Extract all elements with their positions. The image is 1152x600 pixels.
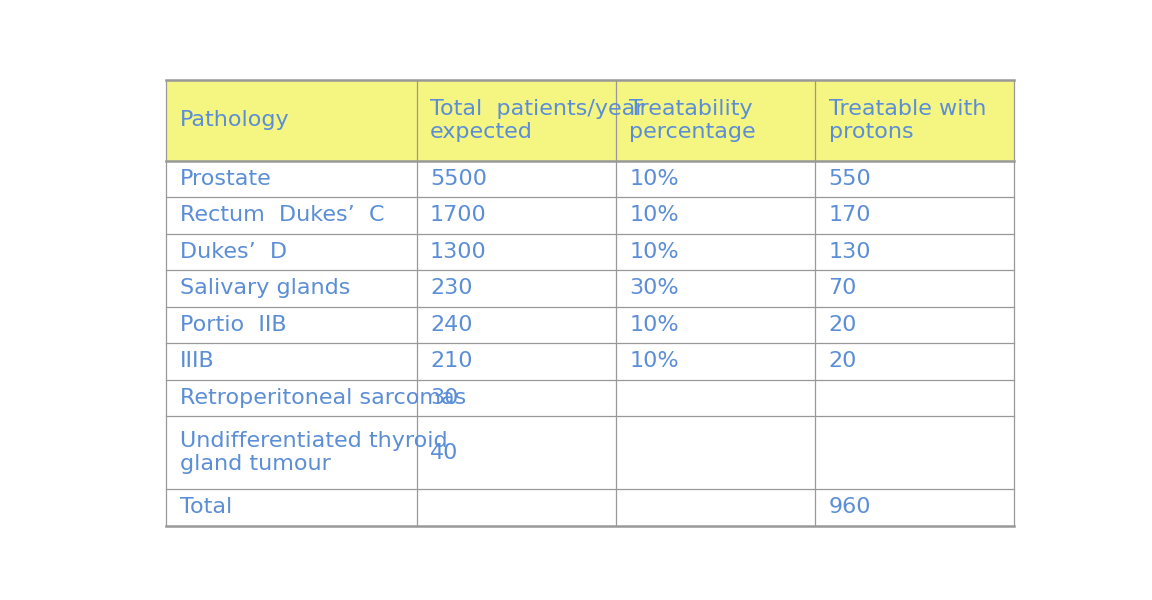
- Text: Total: Total: [180, 497, 232, 517]
- Text: 1700: 1700: [430, 205, 486, 226]
- Text: 10%: 10%: [629, 169, 679, 189]
- Bar: [816, 270, 1015, 307]
- Text: Treatable with
protons: Treatable with protons: [828, 99, 986, 142]
- Text: IIIB: IIIB: [180, 352, 214, 371]
- Text: 1300: 1300: [430, 242, 486, 262]
- Bar: [616, 343, 816, 380]
- Text: Treatability
percentage: Treatability percentage: [629, 99, 756, 142]
- Text: 10%: 10%: [629, 315, 679, 335]
- Bar: [417, 380, 616, 416]
- Bar: [616, 380, 816, 416]
- Text: 170: 170: [828, 205, 871, 226]
- Text: Undifferentiated thyroid
gland tumour: Undifferentiated thyroid gland tumour: [180, 431, 447, 474]
- Bar: [816, 343, 1015, 380]
- Bar: [417, 489, 616, 526]
- Bar: [816, 80, 1015, 161]
- Text: 40: 40: [430, 443, 458, 463]
- Text: 130: 130: [828, 242, 871, 262]
- Text: Pathology: Pathology: [180, 110, 289, 130]
- Bar: [166, 197, 417, 233]
- Bar: [166, 489, 417, 526]
- Bar: [417, 270, 616, 307]
- Text: Prostate: Prostate: [180, 169, 272, 189]
- Text: 5500: 5500: [430, 169, 487, 189]
- Bar: [417, 307, 616, 343]
- Text: Total  patients/year
expected: Total patients/year expected: [430, 99, 644, 142]
- Bar: [816, 489, 1015, 526]
- Bar: [417, 80, 616, 161]
- Bar: [616, 197, 816, 233]
- Bar: [417, 416, 616, 489]
- Bar: [616, 307, 816, 343]
- Bar: [816, 161, 1015, 197]
- Bar: [166, 343, 417, 380]
- Text: 960: 960: [828, 497, 871, 517]
- Text: Portio  IIB: Portio IIB: [180, 315, 287, 335]
- Text: 230: 230: [430, 278, 472, 298]
- Bar: [166, 380, 417, 416]
- Bar: [616, 489, 816, 526]
- Bar: [166, 270, 417, 307]
- Text: 30: 30: [430, 388, 458, 408]
- Bar: [616, 161, 816, 197]
- Bar: [417, 161, 616, 197]
- Text: 10%: 10%: [629, 242, 679, 262]
- Bar: [417, 197, 616, 233]
- Text: Dukes’  D: Dukes’ D: [180, 242, 287, 262]
- Bar: [816, 380, 1015, 416]
- Bar: [616, 270, 816, 307]
- Bar: [166, 307, 417, 343]
- Bar: [816, 416, 1015, 489]
- Bar: [816, 197, 1015, 233]
- Bar: [616, 233, 816, 270]
- Text: Retroperitoneal sarcomas: Retroperitoneal sarcomas: [180, 388, 465, 408]
- Text: 30%: 30%: [629, 278, 679, 298]
- Text: 210: 210: [430, 352, 472, 371]
- Text: 10%: 10%: [629, 352, 679, 371]
- Bar: [816, 307, 1015, 343]
- Text: Rectum  Dukes’  C: Rectum Dukes’ C: [180, 205, 385, 226]
- Bar: [166, 233, 417, 270]
- Text: 240: 240: [430, 315, 472, 335]
- Bar: [417, 233, 616, 270]
- Bar: [166, 161, 417, 197]
- Text: 20: 20: [828, 315, 857, 335]
- Bar: [816, 233, 1015, 270]
- Bar: [417, 343, 616, 380]
- Bar: [616, 416, 816, 489]
- Bar: [166, 80, 417, 161]
- Text: 10%: 10%: [629, 205, 679, 226]
- Bar: [616, 80, 816, 161]
- Text: 70: 70: [828, 278, 857, 298]
- Bar: [166, 416, 417, 489]
- Text: Salivary glands: Salivary glands: [180, 278, 350, 298]
- Text: 550: 550: [828, 169, 871, 189]
- Text: 20: 20: [828, 352, 857, 371]
